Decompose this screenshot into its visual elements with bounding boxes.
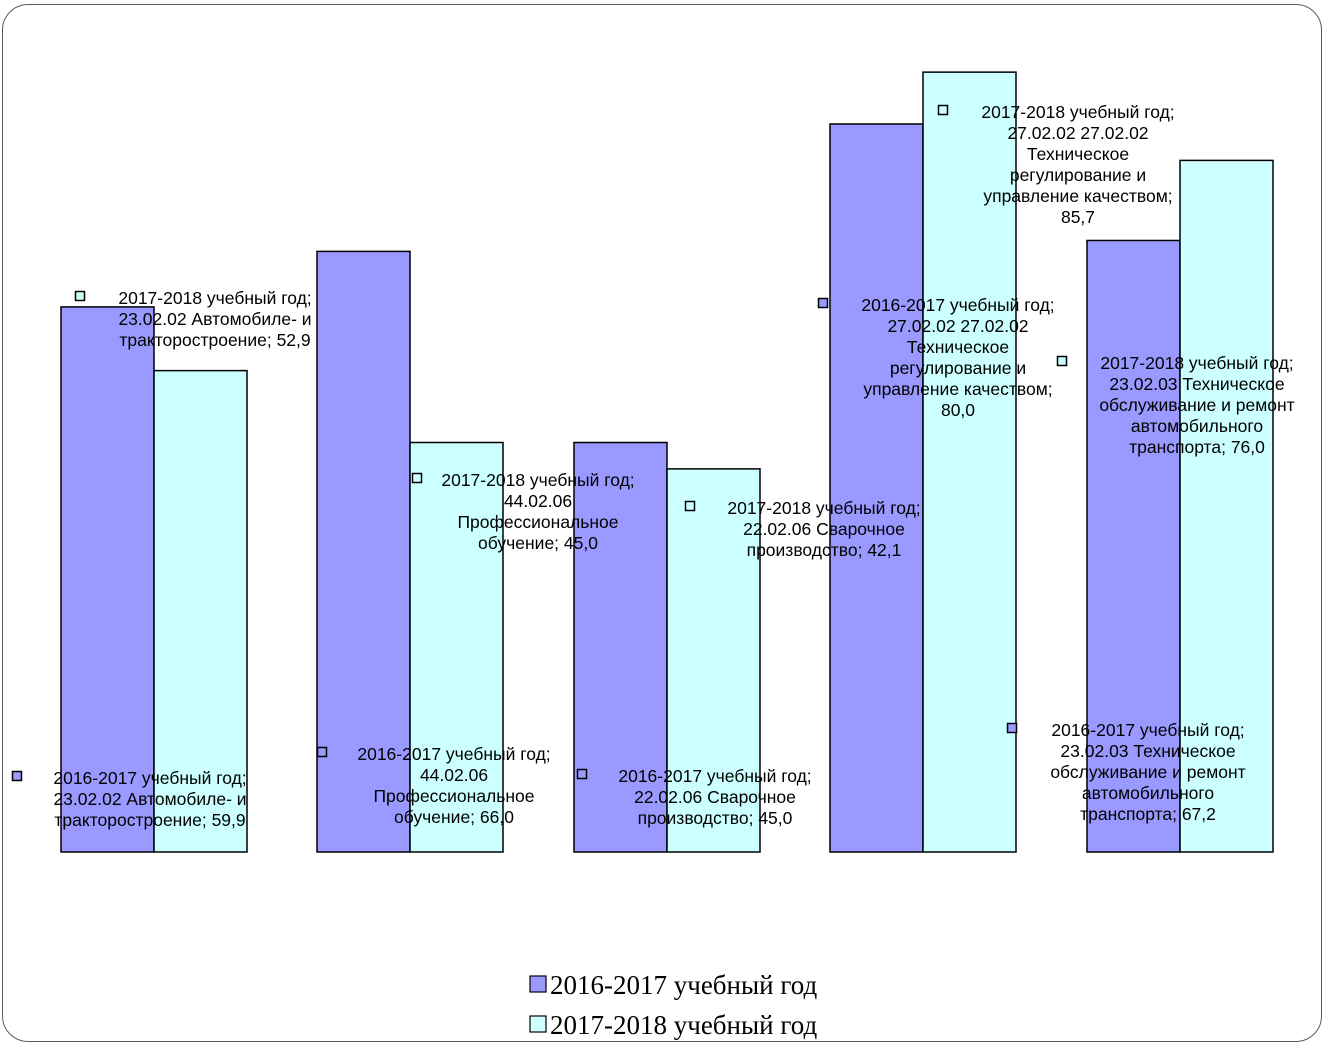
data-label-s2-c2: 2017-2018 учебный год;44.02.06Профессион… xyxy=(411,470,635,553)
data-label-line: 2016-2017 учебный год; xyxy=(53,768,246,788)
data-label-marker xyxy=(937,104,949,116)
legend-label: 2017-2018 учебный год xyxy=(550,1010,817,1040)
legend-item-2: 2017-2018 учебный год xyxy=(529,1010,817,1040)
data-label-line: Техническое xyxy=(1027,144,1129,164)
data-label-line: обслуживание и ремонт xyxy=(1099,395,1294,415)
data-label-marker xyxy=(411,472,423,484)
data-label-s1-c3: 2016-2017 учебный год;22.02.06 Сварочное… xyxy=(576,766,812,828)
data-label-line: Профессиональное xyxy=(457,512,618,532)
bars-layer xyxy=(60,71,1274,853)
data-label-line: 2016-2017 учебный год; xyxy=(618,766,811,786)
bar-s2-c4 xyxy=(922,71,1017,853)
bar-s1-c3 xyxy=(573,441,668,853)
data-label-marker xyxy=(1056,355,1068,367)
data-label-marker xyxy=(1006,722,1018,734)
data-label-line: 44.02.06 xyxy=(420,765,488,785)
data-label-marker xyxy=(817,297,829,309)
bar-s1-c4 xyxy=(829,123,924,853)
data-label-line: 22.02.06 Сварочное xyxy=(634,787,796,807)
data-label-marker xyxy=(576,768,588,780)
legend: 2016-2017 учебный год 2017-2018 учебный г… xyxy=(529,970,817,1040)
data-label-marker xyxy=(684,500,696,512)
data-label-line: 80,0 xyxy=(941,400,975,420)
bar-s2-c2 xyxy=(409,441,504,853)
data-label-s2-c1: 2017-2018 учебный год;23.02.02 Автомобил… xyxy=(74,288,312,350)
data-label-marker xyxy=(11,770,23,782)
data-label-marker xyxy=(74,290,86,302)
data-label-line: 2016-2017 учебный год; xyxy=(861,295,1054,315)
data-label-line: обслуживание и ремонт xyxy=(1050,762,1245,782)
legend-swatch xyxy=(529,975,547,993)
data-label-line: 2017-2018 учебный год; xyxy=(118,288,311,308)
legend-label: 2016-2017 учебный год xyxy=(550,970,817,1000)
data-label-line: 2017-2018 учебный год; xyxy=(981,102,1174,122)
data-label-line: 23.02.02 Автомобиле- и xyxy=(53,789,246,809)
data-label-line: производство; 45,0 xyxy=(638,808,793,828)
data-label-line: 85,7 xyxy=(1061,207,1095,227)
bar-s1-c2 xyxy=(316,250,411,853)
data-label-s2-c5: 2017-2018 учебный год;23.02.03 Техническ… xyxy=(1056,353,1295,457)
data-label-line: 22.02.06 Сварочное xyxy=(743,519,905,539)
data-label-line: 23.02.03 Техническое xyxy=(1109,374,1284,394)
data-label-line: управление качеством; xyxy=(983,186,1172,206)
data-label-line: управление качеством; xyxy=(863,379,1052,399)
data-label-line: Техническое xyxy=(907,337,1009,357)
data-label-line: регулирование и xyxy=(1010,165,1146,185)
data-label-line: транспорта; 67,2 xyxy=(1080,804,1216,824)
data-label-line: автомобильного xyxy=(1082,783,1214,803)
data-label-line: 2017-2018 учебный год; xyxy=(441,470,634,490)
data-label-line: тракторостроение; 52,9 xyxy=(119,330,310,350)
data-label-line: 2016-2017 учебный год; xyxy=(1051,720,1244,740)
bar-s1-c1 xyxy=(60,306,155,853)
data-label-line: производство; 42,1 xyxy=(747,540,902,560)
data-label-line: регулирование и xyxy=(890,358,1026,378)
legend-item-1: 2016-2017 учебный год xyxy=(529,970,817,1000)
data-label-line: 27.02.02 27.02.02 xyxy=(1007,123,1148,143)
bar-s2-c3 xyxy=(666,468,761,853)
data-label-s1-c2: 2016-2017 учебный год;44.02.06Профессион… xyxy=(316,744,551,827)
data-label-s1-c5: 2016-2017 учебный год;23.02.03 Техническ… xyxy=(1006,720,1246,824)
data-label-s1-c1: 2016-2017 учебный год;23.02.02 Автомобил… xyxy=(11,768,247,830)
data-label-marker xyxy=(316,746,328,758)
bar-s1-c5 xyxy=(1086,239,1181,853)
data-label-s2-c4: 2017-2018 учебный год;27.02.02 27.02.02Т… xyxy=(937,102,1175,227)
bar-s2-c1 xyxy=(153,369,248,853)
data-label-line: 2016-2017 учебный год; xyxy=(357,744,550,764)
data-label-line: 27.02.02 27.02.02 xyxy=(887,316,1028,336)
bar-s2-c5 xyxy=(1179,159,1274,853)
data-label-line: обучение; 45,0 xyxy=(478,533,598,553)
data-label-line: транспорта; 76,0 xyxy=(1129,437,1265,457)
data-label-s2-c3: 2017-2018 учебный год;22.02.06 Сварочное… xyxy=(684,498,921,560)
legend-swatch xyxy=(529,1015,547,1033)
data-label-line: 2017-2018 учебный год; xyxy=(1100,353,1293,373)
data-label-line: 23.02.03 Техническое xyxy=(1060,741,1235,761)
data-labels-layer: 2016-2017 учебный год;23.02.02 Автомобил… xyxy=(11,102,1295,830)
data-label-line: автомобильного xyxy=(1131,416,1263,436)
data-label-line: Профессиональное xyxy=(373,786,534,806)
data-label-line: обучение; 66,0 xyxy=(394,807,514,827)
data-label-s1-c4: 2016-2017 учебный год;27.02.02 27.02.02Т… xyxy=(817,295,1055,420)
data-label-line: 44.02.06 xyxy=(504,491,572,511)
data-label-line: 2017-2018 учебный год; xyxy=(727,498,920,518)
data-label-line: 23.02.02 Автомобиле- и xyxy=(118,309,311,329)
data-label-line: тракторостроение; 59,9 xyxy=(54,810,245,830)
